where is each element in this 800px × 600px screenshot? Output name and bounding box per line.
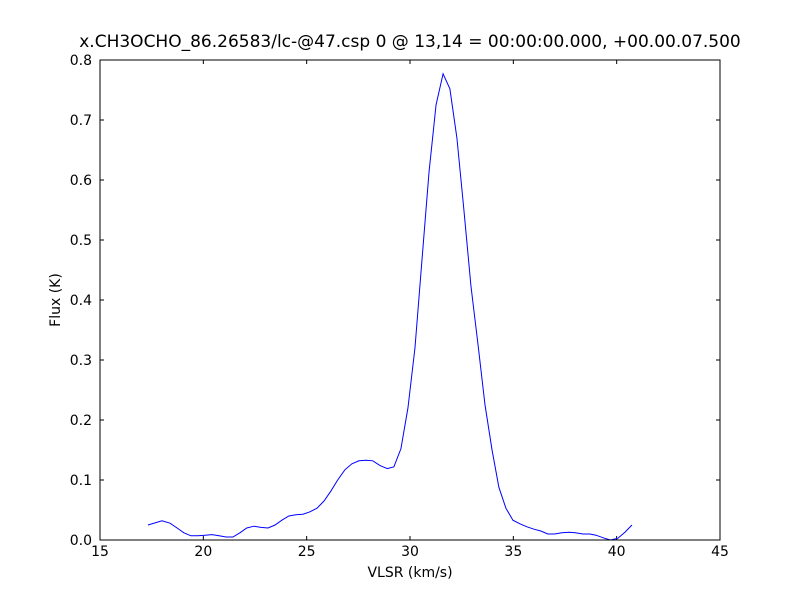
data-line [147, 72, 633, 541]
x-tick-label: 20 [194, 544, 212, 560]
x-tick-label: 15 [91, 544, 109, 560]
y-tick-label: 0.0 [70, 533, 92, 549]
chart-title: x.CH3OCHO_86.26583/lc-@47.csp 0 @ 13,14 … [79, 32, 740, 52]
y-tick-label: 0.3 [70, 353, 92, 369]
y-axis-label: Flux (K) [48, 273, 64, 327]
x-tick-label: 35 [504, 544, 522, 560]
x-tick-label: 45 [711, 544, 729, 560]
x-tick-label: 40 [608, 544, 626, 560]
plot-frame [99, 59, 721, 541]
y-tick-label: 0.8 [70, 53, 92, 69]
y-tick-label: 0.2 [70, 413, 92, 429]
y-tick-label: 0.7 [70, 113, 92, 129]
x-axis-label: VLSR (km/s) [367, 565, 452, 581]
y-tick-label: 0.4 [70, 293, 92, 309]
x-tick-label: 30 [401, 544, 419, 560]
y-tick-label: 0.1 [70, 473, 92, 489]
y-tick-label: 0.5 [70, 233, 92, 249]
y-tick-label: 0.6 [70, 173, 92, 189]
x-tick-label: 25 [298, 544, 316, 560]
